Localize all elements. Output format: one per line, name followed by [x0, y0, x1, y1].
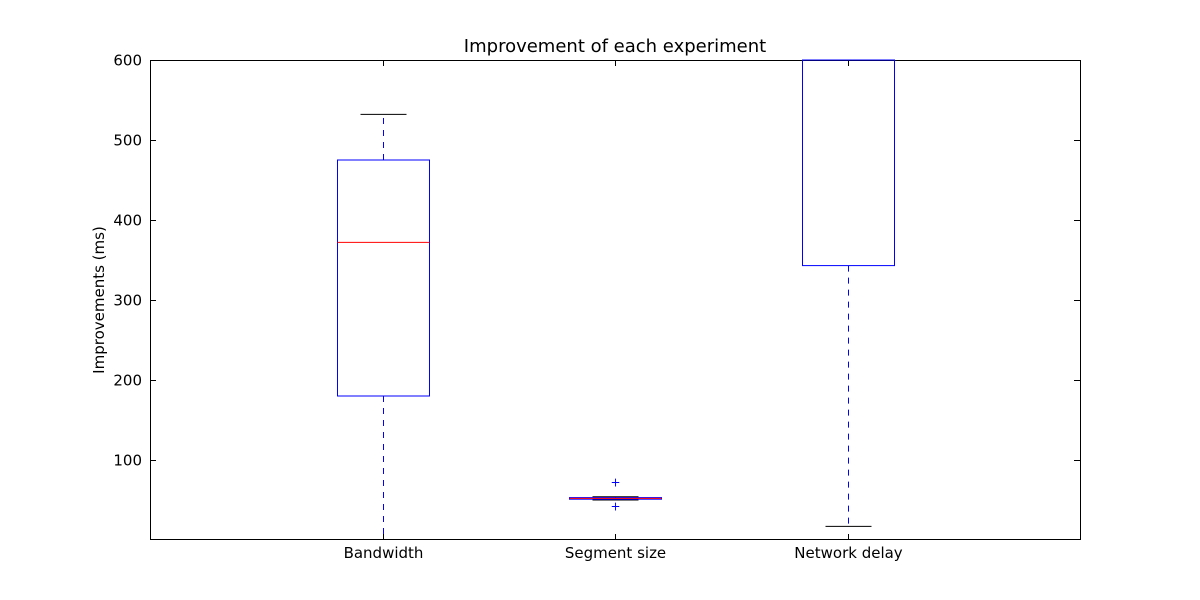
- y-axis: 100 200 300 400 500 600: [113, 52, 1080, 470]
- y-tick-label: 100: [113, 452, 142, 470]
- box-3: [802, 59, 895, 527]
- outlier-point: +: [610, 499, 620, 513]
- chart-title: Improvement of each experiment: [464, 36, 766, 57]
- y-tick-label: 500: [113, 132, 142, 150]
- y-tick-label: 300: [113, 292, 142, 310]
- box-rect: [337, 159, 430, 397]
- x-axis: Bandwidth Segment size Network delay: [344, 60, 903, 562]
- box-rect: [802, 59, 895, 267]
- y-tick-label: 600: [113, 52, 142, 70]
- outlier-point: +: [610, 475, 620, 489]
- box-1: [337, 113, 430, 540]
- y-axis-label: Improvements (ms): [90, 226, 108, 374]
- x-tick-label: Bandwidth: [344, 544, 424, 562]
- plot-area-frame: [150, 60, 1081, 540]
- box-2: ++: [569, 475, 662, 513]
- y-tick-label: 200: [113, 372, 142, 390]
- boxes-group: ++: [337, 59, 895, 540]
- y-tick-label: 400: [113, 212, 142, 230]
- x-tick-label: Segment size: [565, 544, 666, 562]
- x-tick-label: Network delay: [794, 544, 903, 562]
